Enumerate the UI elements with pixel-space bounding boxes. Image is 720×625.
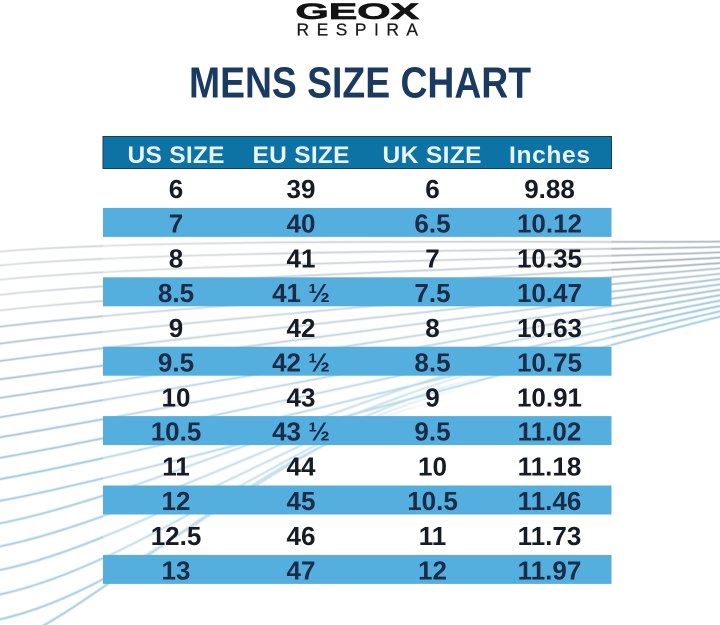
svg-text:GEOX: GEOX: [296, 0, 420, 24]
svg-text:9.5: 9.5: [158, 347, 194, 377]
svg-text:12.5: 12.5: [151, 521, 202, 551]
svg-text:47: 47: [287, 556, 316, 586]
svg-text:43 ½: 43 ½: [272, 417, 330, 447]
svg-text:10.5: 10.5: [407, 486, 458, 516]
svg-text:MENS SIZE CHART: MENS SIZE CHART: [189, 60, 531, 108]
svg-text:EU SIZE: EU SIZE: [253, 142, 350, 169]
svg-text:10.35: 10.35: [517, 244, 582, 274]
svg-text:8: 8: [169, 244, 183, 274]
svg-text:40: 40: [287, 209, 316, 239]
svg-text:10.63: 10.63: [517, 313, 582, 343]
svg-text:11.02: 11.02: [518, 417, 582, 447]
svg-text:42 ½: 42 ½: [272, 347, 330, 377]
svg-text:10.5: 10.5: [151, 417, 202, 447]
svg-text:42: 42: [287, 313, 316, 343]
svg-text:7: 7: [169, 209, 183, 239]
svg-text:11.46: 11.46: [518, 486, 582, 516]
svg-text:13: 13: [162, 556, 191, 586]
svg-text:12: 12: [162, 486, 191, 516]
svg-text:9: 9: [425, 382, 439, 412]
svg-text:46: 46: [287, 521, 316, 551]
svg-text:10: 10: [418, 452, 447, 482]
svg-text:11.97: 11.97: [518, 556, 582, 586]
svg-text:8.5: 8.5: [414, 347, 450, 377]
svg-text:US SIZE: US SIZE: [128, 142, 225, 169]
svg-text:Inches: Inches: [509, 142, 590, 169]
svg-text:10.91: 10.91: [517, 382, 582, 412]
svg-text:11.73: 11.73: [518, 521, 582, 551]
svg-text:12: 12: [418, 556, 447, 586]
svg-text:45: 45: [287, 486, 316, 516]
svg-text:8: 8: [425, 313, 439, 343]
svg-text:UK SIZE: UK SIZE: [383, 142, 482, 169]
svg-text:10.47: 10.47: [517, 278, 582, 308]
svg-text:8.5: 8.5: [158, 278, 194, 308]
svg-text:6: 6: [169, 174, 183, 204]
svg-text:RESPIRA: RESPIRA: [297, 19, 419, 39]
svg-text:41: 41: [287, 244, 316, 274]
svg-text:9: 9: [169, 313, 183, 343]
svg-text:7.5: 7.5: [414, 278, 450, 308]
svg-text:11.18: 11.18: [518, 452, 582, 482]
svg-text:10.12: 10.12: [517, 209, 582, 239]
svg-text:44: 44: [287, 452, 316, 482]
svg-text:11: 11: [162, 452, 190, 482]
svg-text:10.75: 10.75: [517, 347, 582, 377]
svg-text:7: 7: [425, 244, 439, 274]
svg-text:11: 11: [419, 521, 447, 551]
svg-text:43: 43: [287, 382, 316, 412]
svg-text:10: 10: [162, 382, 191, 412]
svg-text:6: 6: [425, 174, 439, 204]
svg-text:6.5: 6.5: [414, 209, 450, 239]
svg-text:9.88: 9.88: [524, 174, 575, 204]
svg-text:9.5: 9.5: [414, 417, 450, 447]
svg-text:39: 39: [287, 174, 316, 204]
svg-text:41 ½: 41 ½: [272, 278, 330, 308]
